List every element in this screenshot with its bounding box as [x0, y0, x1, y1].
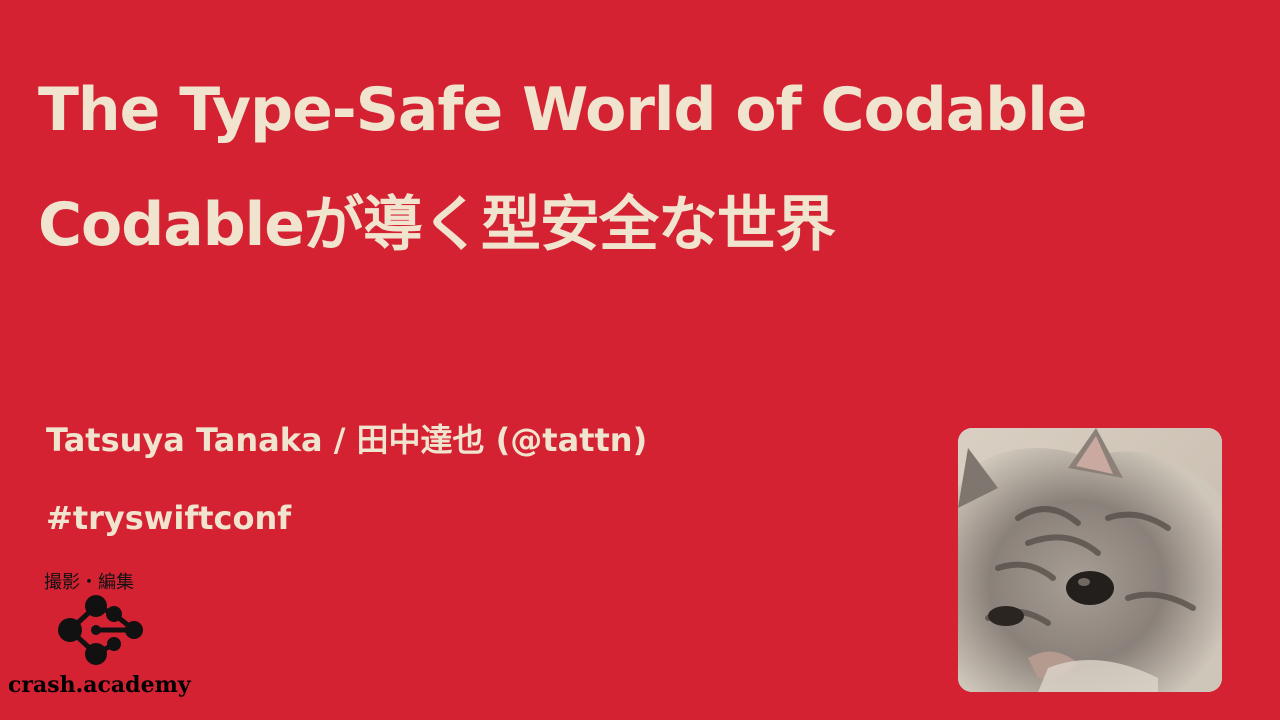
slide-title-japanese: Codableが導く型安全な世界 [38, 190, 836, 260]
hashtag: #tryswiftconf [46, 499, 292, 537]
brand-name: crash.academy [8, 672, 191, 698]
slide-title-english: The Type-Safe World of Codable [38, 75, 1087, 145]
molecule-logo-icon [52, 592, 148, 668]
cat-photo [958, 428, 1222, 692]
speaker-video-frame [958, 428, 1222, 692]
author-line: Tatsuya Tanaka / 田中達也 (@tattn) [46, 421, 648, 459]
credit-label: 撮影・編集 [44, 572, 134, 593]
